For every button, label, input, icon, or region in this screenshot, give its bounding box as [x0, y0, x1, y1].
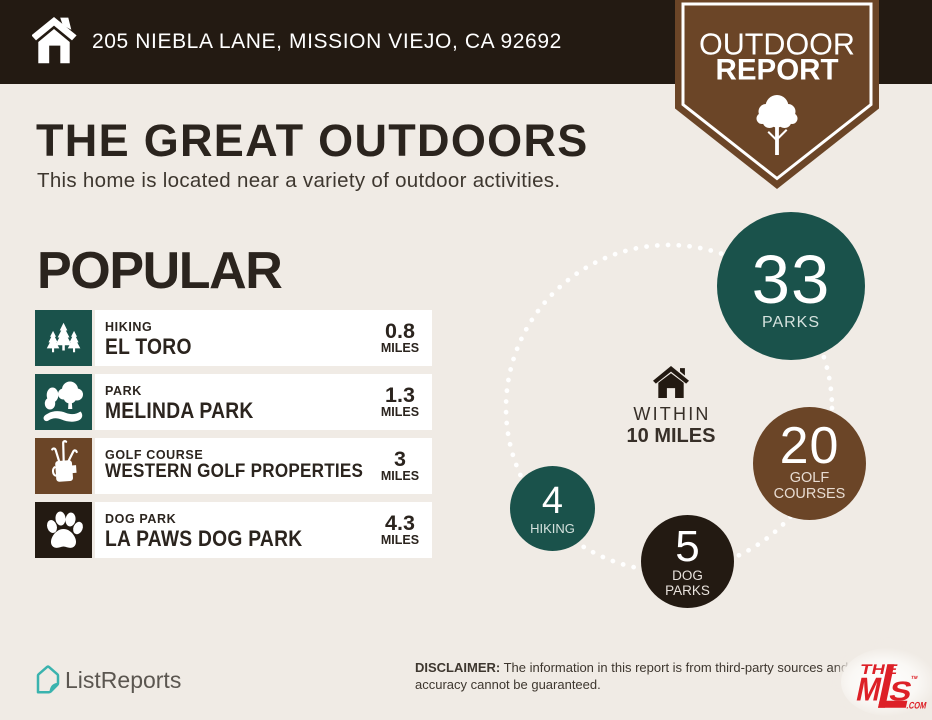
svg-text:TM: TM: [911, 675, 919, 680]
svg-text:REPORT: REPORT: [716, 54, 839, 87]
svg-text:OUTDOOR: OUTDOOR: [699, 27, 855, 61]
svg-text:.COM: .COM: [906, 701, 928, 712]
